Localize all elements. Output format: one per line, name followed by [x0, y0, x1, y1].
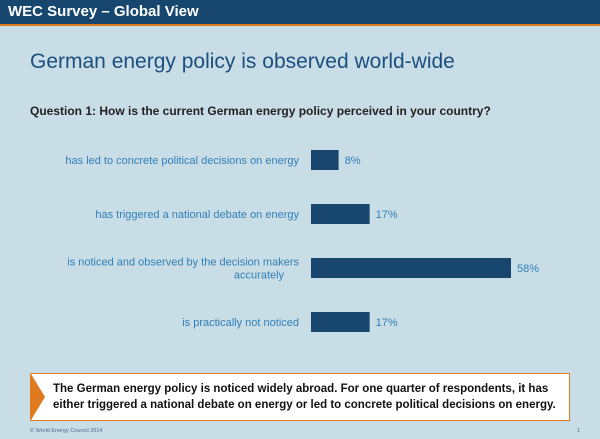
bar-chart: 8% has led to concrete political decision…: [65, 150, 539, 332]
bar-1: [311, 204, 370, 224]
category-label-2: is noticed and observed by the decision …: [67, 257, 299, 282]
slide-title: German energy policy is observed world-w…: [30, 50, 455, 73]
question-text: Question 1: How is the current German en…: [30, 104, 491, 118]
category-label-0: has led to concrete political decisions …: [65, 155, 299, 167]
bar-2: [311, 258, 511, 278]
page-number: 1: [576, 428, 580, 434]
copyright-text: © World Energy Council 2014: [30, 428, 103, 434]
bar-0: [311, 150, 339, 170]
callout-text: The German energy policy is noticed wide…: [53, 383, 556, 411]
value-label-0: 8%: [345, 155, 361, 167]
summary-callout: The German energy policy is noticed wide…: [30, 373, 570, 421]
category-label-3: is practically not noticed: [182, 317, 299, 329]
header-bar: WEC Survey – Global View: [0, 0, 600, 26]
header-title: WEC Survey – Global View: [8, 3, 199, 20]
bar-3: [311, 312, 370, 332]
arrow-icon: [31, 374, 45, 420]
value-label-2: 58%: [517, 263, 539, 275]
value-label-1: 17%: [376, 209, 398, 221]
value-label-3: 17%: [376, 317, 398, 329]
category-label-1: has triggered a national debate on energ…: [95, 209, 299, 221]
